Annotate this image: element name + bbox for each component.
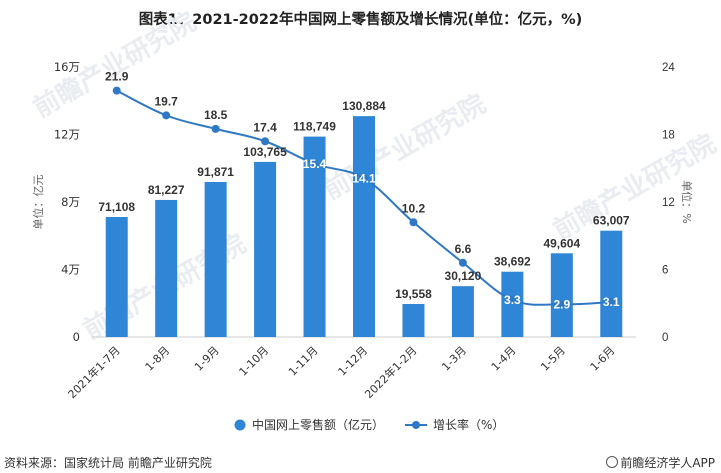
growth-rate-label: 15.4 xyxy=(303,157,327,171)
y-right-tick-label: 0 xyxy=(662,332,668,344)
bar xyxy=(204,181,227,337)
legend-line-label: 增长率（%） xyxy=(433,417,504,432)
bar-value-label: 130,884 xyxy=(342,99,386,113)
growth-rate-point xyxy=(557,300,566,309)
growth-rate-point xyxy=(458,258,467,267)
y-right-tick-label: 24 xyxy=(662,62,675,74)
growth-rate-label: 17.4 xyxy=(253,120,277,134)
bar-value-label: 49,604 xyxy=(543,236,580,250)
source-note: 资料来源：国家统计局 前瞻产业研究院 xyxy=(4,456,212,470)
bar-value-label: 118,749 xyxy=(293,120,336,134)
bar xyxy=(155,199,178,337)
bar xyxy=(501,271,524,337)
y-left-tick-label: 16万 xyxy=(54,60,80,74)
bar xyxy=(303,136,326,337)
brand-logo-icon xyxy=(606,456,619,468)
growth-rate-point xyxy=(261,137,270,146)
y-right-tick-label: 6 xyxy=(662,265,668,277)
growth-rate-point xyxy=(508,295,517,304)
legend-bar-marker xyxy=(234,419,246,431)
growth-rate-label: 3.1 xyxy=(603,295,620,309)
x-tick-label: 1-12月 xyxy=(335,344,370,379)
growth-rate-point xyxy=(162,111,171,120)
growth-rate-point xyxy=(310,159,319,168)
x-tick-label: 1-8月 xyxy=(143,344,173,374)
bar-value-label: 19,558 xyxy=(395,287,432,301)
bar-value-label: 103,765 xyxy=(243,145,287,159)
watermark-text: 前瞻产业研究院 xyxy=(548,128,721,246)
bar xyxy=(353,116,375,338)
growth-rate-label: 6.6 xyxy=(455,242,472,256)
y-right-tick-label: 18 xyxy=(662,130,675,142)
y-left-tick-label: 0 xyxy=(73,330,80,344)
bar xyxy=(254,161,277,337)
y-right-axis-title: 单位：% xyxy=(680,180,694,223)
x-tick-label: 1-10月 xyxy=(237,344,272,379)
x-tick-label: 1-3月 xyxy=(439,344,469,374)
y-left-tick-label: 12万 xyxy=(54,128,80,142)
growth-rate-point xyxy=(607,298,616,307)
y-right-tick-label: 12 xyxy=(662,197,675,209)
y-left-tick-label: 4万 xyxy=(61,263,80,277)
bar-value-label: 71,108 xyxy=(98,200,135,214)
growth-rate-label: 14.1 xyxy=(352,171,376,185)
growth-rate-point xyxy=(409,218,418,227)
bar-value-label: 63,007 xyxy=(593,214,630,228)
growth-rate-label: 18.5 xyxy=(204,108,228,122)
growth-rate-label: 21.9 xyxy=(105,70,129,84)
bar xyxy=(402,303,425,337)
growth-rate-label: 19.7 xyxy=(155,94,179,108)
x-tick-label: 1-11月 xyxy=(286,344,321,379)
bar-value-label: 91,871 xyxy=(197,165,234,179)
y-left-axis-title: 单位：亿元 xyxy=(31,175,45,230)
chart-title: 图表1：2021-2022年中国网上零售额及增长情况(单位：亿元，%) xyxy=(138,12,583,28)
bar xyxy=(600,230,623,337)
legend-bar-label: 中国网上零售额（亿元） xyxy=(252,417,384,432)
growth-rate-label: 10.2 xyxy=(402,201,426,215)
x-tick-label: 2021年1-7月 xyxy=(65,343,123,401)
x-tick-label: 1-9月 xyxy=(192,344,222,374)
bar-value-label: 81,227 xyxy=(148,183,185,197)
x-tick-label: 1-6月 xyxy=(588,344,618,374)
y-left-tick-label: 8万 xyxy=(61,195,80,209)
x-tick-label: 1-4月 xyxy=(489,344,519,374)
bar xyxy=(550,253,573,337)
growth-rate-point xyxy=(211,124,220,133)
brand-label: 前瞻经济学人APP xyxy=(606,454,715,471)
x-tick-label: 1-5月 xyxy=(538,344,568,374)
bar-value-label: 30,120 xyxy=(445,269,482,283)
growth-rate-point xyxy=(360,174,368,183)
bar xyxy=(105,217,128,337)
x-tick-label: 2022年1-2月 xyxy=(362,343,420,401)
legend-line-marker-dot xyxy=(412,421,420,429)
brand-name: 前瞻经济学人APP xyxy=(620,456,715,470)
bar xyxy=(451,286,474,337)
bar-value-label: 38,692 xyxy=(494,255,531,269)
growth-rate-point xyxy=(112,86,121,95)
growth-rate-label: 2.9 xyxy=(553,297,570,311)
growth-rate-label: 3.3 xyxy=(504,293,521,307)
